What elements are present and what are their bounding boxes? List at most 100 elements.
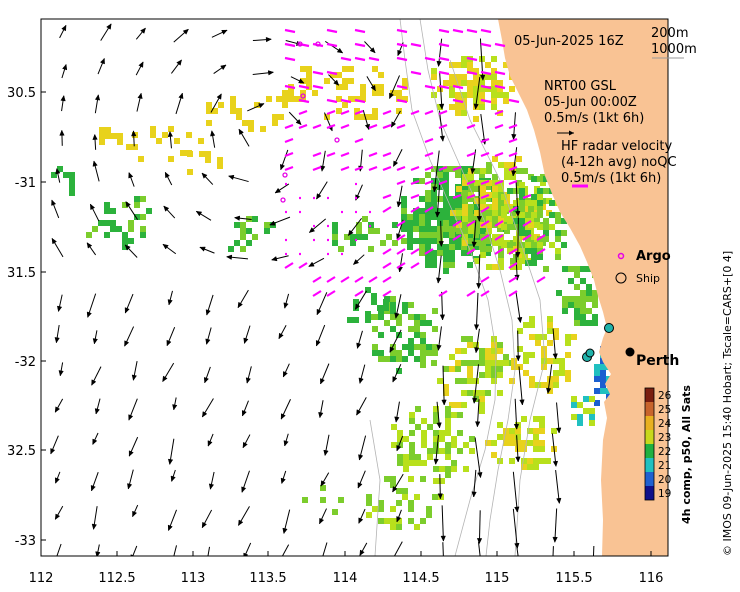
- sst-pixel: [462, 204, 468, 210]
- sst-pixel: [437, 238, 443, 244]
- current-vector-head: [124, 307, 130, 314]
- sst-pixel: [372, 90, 378, 96]
- sst-pixel: [523, 358, 529, 364]
- sst-pixel: [431, 226, 437, 232]
- hf-vector: [326, 28, 338, 34]
- sst-pixel: [391, 424, 397, 430]
- current-vector-head: [221, 29, 228, 35]
- current-vector: [475, 77, 481, 110]
- sst-pixel: [288, 90, 294, 96]
- current-vector-head: [61, 24, 67, 32]
- sst-pixel: [372, 114, 378, 120]
- sst-pixel: [583, 408, 589, 414]
- sst-pixel: [523, 352, 529, 358]
- sst-pixel: [380, 240, 386, 246]
- sst-pixel: [443, 190, 449, 196]
- sst-pixel: [511, 364, 517, 370]
- sst-pixel: [555, 254, 561, 260]
- sst-pixel: [492, 234, 498, 240]
- current-vector: [515, 180, 519, 217]
- sst-pixel: [462, 192, 468, 198]
- colorbar-title: 4h comp, p50, All Sats: [680, 385, 693, 524]
- sst-pixel: [433, 448, 439, 454]
- sst-pixel: [527, 428, 533, 434]
- current-vector-head: [515, 210, 521, 217]
- sst-pixel: [354, 114, 360, 120]
- sst-pixel: [479, 80, 485, 86]
- sst-pixel: [425, 190, 431, 196]
- sst-pixel: [519, 248, 525, 254]
- current-vector-head: [55, 167, 61, 175]
- sst-pixel: [492, 156, 498, 162]
- sst-pixel: [433, 466, 439, 472]
- current-vector-head: [436, 277, 442, 284]
- sst-pixel: [491, 92, 497, 98]
- sst-pixel: [594, 388, 600, 394]
- sst-pixel: [462, 180, 468, 186]
- sst-pixel: [451, 436, 457, 442]
- sst-pixel: [592, 302, 598, 308]
- hf-vector: [410, 193, 420, 200]
- sst-pixel: [425, 220, 431, 226]
- sst-pixel: [467, 378, 473, 384]
- sst-pixel: [491, 86, 497, 92]
- sst-pixel: [445, 418, 451, 424]
- sst-pixel: [580, 296, 586, 302]
- sst-pixel: [150, 132, 156, 138]
- sst-pixel: [356, 222, 362, 228]
- current-vector-head: [519, 399, 525, 406]
- sst-pixel: [507, 218, 513, 224]
- sst-pixel: [306, 72, 312, 78]
- sst-pixel: [509, 458, 515, 464]
- sst-pixel: [589, 420, 595, 426]
- sst-pixel: [537, 206, 543, 212]
- sst-pixel: [414, 524, 420, 530]
- sst-pixel: [431, 190, 437, 196]
- sst-pixel: [480, 186, 486, 192]
- current-vector-head: [182, 28, 189, 35]
- sst-pixel: [497, 422, 503, 428]
- sst-pixel: [517, 364, 523, 370]
- sst-pixel: [445, 454, 451, 460]
- sst-pixel: [497, 372, 503, 378]
- current-vector: [477, 541, 481, 556]
- sst-pixel: [537, 188, 543, 194]
- sst-pixel: [126, 144, 132, 150]
- sst-pixel: [437, 232, 443, 238]
- sst-pixel: [449, 238, 455, 244]
- current-vector-head: [556, 497, 562, 504]
- current-vector: [554, 508, 558, 543]
- hf-vector: [494, 220, 504, 227]
- current-vector-head: [238, 519, 244, 526]
- current-vector: [433, 150, 440, 192]
- hf-vector: [438, 70, 450, 76]
- sst-pixel: [134, 196, 140, 202]
- hf-vector: [326, 123, 336, 130]
- sst-pixel: [420, 332, 426, 338]
- sst-pixel: [420, 356, 426, 362]
- sst-pixel: [501, 206, 507, 212]
- sst-pixel: [504, 168, 510, 174]
- sst-pixel: [562, 296, 568, 302]
- current-vector-head: [167, 299, 173, 306]
- hf-vector: [438, 179, 448, 186]
- sst-pixel: [555, 236, 561, 242]
- sst-pixel: [427, 448, 433, 454]
- sst-pixel: [110, 220, 116, 226]
- hf-vector: [340, 276, 350, 283]
- sst-pixel: [473, 92, 479, 98]
- hf-vector: [466, 28, 478, 34]
- current-vector-head: [473, 103, 479, 110]
- sst-pixel: [408, 350, 414, 356]
- sst-pixel: [498, 264, 504, 270]
- hf-vector: [284, 151, 294, 158]
- hf-vector: [396, 56, 408, 62]
- hf-vector: [326, 70, 338, 76]
- sst-pixel: [525, 230, 531, 236]
- sst-pixel: [402, 302, 408, 308]
- hf-vector: [536, 248, 546, 255]
- sst-pixel: [568, 296, 574, 302]
- hf-vector: [298, 42, 310, 48]
- sst-pixel: [425, 232, 431, 238]
- sst-pixel: [480, 216, 486, 222]
